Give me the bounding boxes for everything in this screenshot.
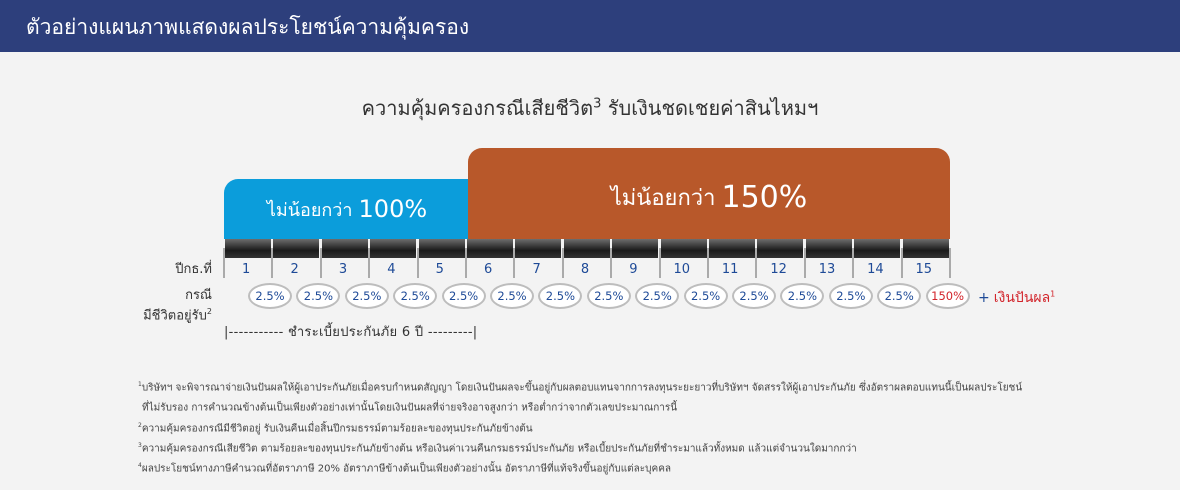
footnote-text: ความคุ้มครองกรณีมีชีวิตอยู่ รับเงินคืนเม… [141,422,533,434]
year-label: 13 [818,262,836,277]
timeline-segment [515,239,562,258]
year-label: 8 [580,262,590,277]
footnote-item: 1บริษัทฯ จะพิจารณาจ่ายเงินปันผลให้ผู้เอา… [138,376,1158,396]
year-label: 3 [338,262,348,277]
survival-rate-badge: 2.5% [635,283,680,309]
year-label: 10 [673,262,691,277]
survival-rate-badge: 2.5% [683,283,728,309]
year-label: 2 [290,262,299,277]
timeline-tick [949,248,951,278]
dividend-text: เงินปันผล [993,290,1051,306]
timeline-tick [465,248,467,278]
timeline-segment [225,239,271,258]
timeline-tick [513,248,516,278]
survival-row-label: กรณี มีชีวิตอยู่รับ2 [143,288,212,324]
survival-rate-badge: 2.5% [296,283,341,309]
timeline-tick [610,248,613,278]
timeline-tick [803,248,806,278]
footnote-item: ที่ไม่รับรอง การคำนวณข้างต้นเป็นเพียงตัว… [138,396,1158,416]
timeline-segment [321,239,368,258]
timeline-tick [416,248,419,278]
dividend-plus: + [978,290,990,306]
timeline-tick [852,248,855,278]
coverage-low-prefix: ไม่น้อยกว่า [266,199,353,221]
timeline-tick [658,248,661,278]
timeline-tick [900,248,903,278]
survival-rate-badge: 2.5% [780,283,825,309]
footnote-text: ความคุ้มครองกรณีเสียชีวิต ตามร้อยละของทุ… [141,443,857,455]
timeline-segment [854,239,901,258]
footnote-item: 2ความคุ้มครองกรณีมีชีวิตอยู่ รับเงินคืนเ… [138,417,1158,437]
timeline-segment [902,239,949,258]
footnote-number: 3 [138,441,142,449]
coverage-low-block: ไม่น้อยกว่า 100% [224,179,470,239]
timeline-segment [805,239,852,258]
survival-rate-badge: 2.5% [248,283,292,309]
page-title: ตัวอย่างแผนภาพแสดงผลประโยชน์ความคุ้มครอง [26,15,470,39]
timeline-tick [223,248,225,278]
coverage-high-value: 150% [721,180,808,215]
timeline-tick [271,248,274,278]
year-label: 14 [867,262,884,277]
coverage-high-prefix: ไม่น้อยกว่า [610,186,716,211]
survival-rate-badge: 2.5% [538,283,583,309]
year-label: 6 [484,262,493,277]
survival-rate-badge: 2.5% [393,283,438,309]
subtitle-suffix: รับเงินชดเชยค่าสินไหมฯ [607,96,819,120]
timeline-segment [612,239,659,258]
footnote-item: 4ผลประโยชน์ทางภาษีคำนวณที่อัตราภาษี 20% … [138,457,1158,477]
timeline-segment [273,239,320,258]
survival-rate-badge: 2.5% [586,283,631,309]
timeline-segment [757,239,804,258]
page-header: ตัวอย่างแผนภาพแสดงผลประโยชน์ความคุ้มครอง [0,0,1180,52]
year-label: 15 [915,262,933,277]
survival-rate-badge: 2.5% [877,283,922,309]
footnote-text: บริษัทฯ จะพิจารณาจ่ายเงินปันผลให้ผู้เอาป… [141,382,1023,394]
timeline-tick [561,248,564,278]
dividend-label: + เงินปันผล1 [978,287,1055,309]
year-label: 12 [770,262,787,277]
subtitle-footnote-mark: 3 [593,96,602,112]
survival-rate-badge: 2.5% [441,283,486,309]
timeline-segment [467,239,513,258]
footnote-number: 1 [138,381,142,388]
survival-rate-badge: 2.5% [732,283,776,309]
footnote-item: 3ความคุ้มครองกรณีเสียชีวิต ตามร้อยละของท… [138,437,1158,457]
survival-footnote-mark: 2 [206,307,212,316]
footnote-text: ที่ไม่รับรอง การคำนวณข้างต้นเป็นเพียงตัว… [142,402,678,414]
premium-period-label: |----------- ชำระเบี้ยประกันภัย 6 ปี ---… [224,325,478,340]
dividend-footnote-mark: 1 [1050,289,1056,299]
subtitle-text: ความคุ้มครองกรณีเสียชีวิต [361,96,594,120]
timeline-tick [707,248,709,278]
footnotes: 1บริษัทฯ จะพิจารณาจ่ายเงินปันผลให้ผู้เอา… [138,376,1158,478]
timeline-segment [370,239,417,258]
policy-timeline-bar [224,239,950,258]
coverage-low-value: 100% [358,195,428,223]
survival-label-line2: มีชีวิตอยู่รับ [143,308,207,324]
survival-rate-badge: 2.5% [344,283,389,309]
footnote-number: 2 [138,421,142,429]
survival-label-line1: กรณี [185,288,212,303]
year-label: 1 [242,262,251,277]
timeline-segment [563,239,610,258]
survival-rate-badge: 2.5% [828,283,873,309]
year-label: 7 [532,262,541,277]
footnote-number: 4 [138,462,142,470]
year-label: 9 [629,262,638,277]
year-label: 11 [721,262,739,277]
survival-rate-badge: 150% [925,283,970,309]
timeline-tick [755,248,758,278]
year-row-label: ปีกธ.ที่ [175,262,212,277]
footnote-text: ผลประโยชน์ทางภาษีคำนวณที่อัตราภาษี 20% อ… [141,463,672,475]
timeline-segment [418,239,465,258]
timeline-tick [319,248,322,278]
year-label: 4 [387,262,396,277]
timeline-tick [368,248,371,278]
coverage-subtitle: ความคุ้มครองกรณีเสียชีวิต3 รับเงินชดเชยค… [0,92,1180,124]
timeline-segment [660,239,707,258]
timeline-segment [709,239,755,258]
year-label: 5 [435,262,444,277]
coverage-high-block: ไม่น้อยกว่า 150% [468,148,950,239]
survival-rate-badge: 2.5% [490,283,534,309]
